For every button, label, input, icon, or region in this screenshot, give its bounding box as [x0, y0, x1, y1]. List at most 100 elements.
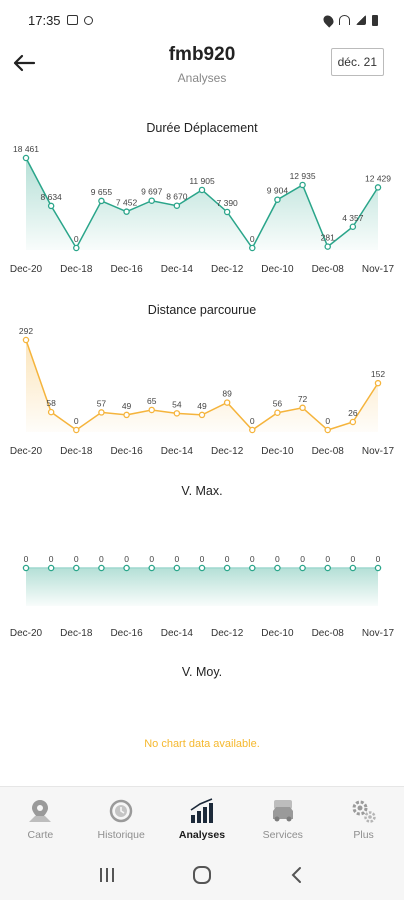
gears-icon — [349, 797, 379, 825]
chart-tick-label: Dec-08 — [312, 264, 345, 275]
chart-data-label: 7 390 — [217, 198, 239, 208]
chart-point[interactable] — [173, 410, 181, 417]
chart-point[interactable] — [123, 411, 130, 419]
chart-point[interactable] — [173, 202, 181, 209]
chart-tick-label: Dec-18 — [60, 264, 93, 275]
chart-data-label: 0 — [174, 554, 179, 564]
chart-point[interactable] — [73, 564, 80, 572]
chart-data-label: 12 429 — [365, 173, 391, 183]
chart-point[interactable] — [98, 409, 105, 416]
chart-data-label: 54 — [172, 399, 182, 409]
chart-point[interactable] — [148, 406, 155, 414]
chart-data-label: 49 — [122, 401, 132, 411]
chart-point[interactable] — [374, 564, 382, 572]
chart-point[interactable] — [148, 197, 155, 204]
chart-tick-label: Dec-14 — [161, 264, 194, 275]
chart-point[interactable] — [22, 154, 30, 162]
chart-point[interactable] — [324, 243, 331, 250]
chart-point[interactable] — [198, 411, 206, 419]
chart-point[interactable] — [22, 564, 30, 572]
chart-area — [26, 340, 378, 432]
chart-point[interactable] — [299, 181, 306, 189]
chart-data-label: 0 — [350, 554, 355, 564]
chart-point[interactable] — [324, 564, 331, 572]
signal-icon — [356, 15, 366, 25]
chart-point[interactable] — [47, 202, 55, 210]
nav-label-carte: Carte — [27, 829, 54, 841]
chart-data-label: 57 — [97, 398, 107, 408]
chart-point[interactable] — [173, 564, 181, 572]
nav-services[interactable]: Services — [242, 787, 323, 850]
nav-analyses[interactable]: Analyses — [162, 787, 243, 850]
chart-title-vmax: V. Max. — [181, 484, 223, 498]
date-select-button[interactable]: déc. 21 — [330, 48, 384, 76]
chart-title-distance: Distance parcourue — [147, 303, 257, 317]
chart-tick-label: Dec-12 — [211, 264, 244, 275]
chart-data-label: 0 — [300, 554, 305, 564]
chart-data-label: 0 — [250, 416, 255, 426]
chart-point[interactable] — [198, 564, 206, 572]
chart-point[interactable] — [47, 408, 55, 416]
notification-icon — [83, 15, 93, 25]
chart-point[interactable] — [73, 426, 80, 434]
chart-point[interactable] — [198, 186, 206, 194]
chart-point[interactable] — [249, 426, 256, 434]
nav-label-analyses: Analyses — [178, 829, 226, 841]
chart-data-label: 0 — [250, 234, 255, 244]
chart-point[interactable] — [98, 564, 105, 572]
recent-apps-button[interactable] — [92, 860, 122, 890]
chart-point[interactable] — [274, 409, 281, 416]
chart-data-label: 0 — [200, 554, 205, 564]
chart-data-label: 0 — [124, 554, 129, 564]
chart-point[interactable] — [349, 564, 357, 572]
chart-area — [26, 568, 378, 606]
nav-historique[interactable]: Historique — [81, 787, 162, 850]
nav-label-plus: Plus — [353, 829, 374, 841]
chart-point[interactable] — [299, 404, 306, 412]
nav-carte[interactable]: Carte — [0, 787, 81, 850]
chart-point[interactable] — [274, 196, 281, 203]
chart-point[interactable] — [324, 426, 331, 434]
chart-data-label: 58 — [46, 398, 56, 408]
chart-data-label: 152 — [371, 369, 385, 379]
system-back-button[interactable] — [282, 860, 312, 890]
chart-data-label: 9 655 — [91, 187, 113, 197]
analyses-content: Durée Déplacement 18 461 8 634 0 9 655 7 452… — [0, 94, 404, 786]
chart-data-label: 8 670 — [166, 192, 188, 202]
chart-point[interactable] — [123, 564, 130, 572]
chart-data-label: 0 — [275, 554, 280, 564]
chart-tick-label: Dec-18 — [60, 446, 93, 457]
chart-point[interactable] — [223, 208, 231, 216]
chart-point[interactable] — [73, 244, 80, 252]
chart-point[interactable] — [274, 564, 281, 572]
chart-tick-label: Dec-12 — [211, 628, 244, 639]
chart-point[interactable] — [123, 208, 130, 215]
chart-data-label: 0 — [250, 554, 255, 564]
chart-tick-label: Dec-08 — [312, 446, 345, 457]
chart-point[interactable] — [47, 564, 55, 572]
chart-vmax: 0 0 0 0 0 0 0 0 0 0 0 0 0 0 0 Dec-20 Dec-18 Dec-16 Dec-14 D… — [10, 554, 395, 639]
recent-apps-icon — [100, 868, 115, 882]
chart-tick-label: Dec-18 — [60, 628, 93, 639]
chart-data-label: 9 904 — [267, 186, 289, 196]
chart-tick-label: Dec-10 — [261, 446, 294, 457]
chart-point[interactable] — [98, 197, 105, 205]
chart-point[interactable] — [223, 399, 231, 406]
chart-point[interactable] — [22, 336, 30, 344]
chart-point[interactable] — [349, 223, 357, 231]
chart-point[interactable] — [374, 184, 382, 191]
chart-point[interactable] — [148, 564, 155, 572]
chart-point[interactable] — [249, 244, 256, 252]
chart-point[interactable] — [374, 379, 382, 387]
chart-data-label: 0 — [225, 554, 230, 564]
back-button[interactable] — [10, 48, 40, 78]
chart-point[interactable] — [249, 564, 256, 572]
home-button[interactable] — [187, 860, 217, 890]
chart-data-label: 9 697 — [141, 187, 163, 197]
chart-data-label: 11 905 — [189, 176, 215, 186]
nav-plus[interactable]: Plus — [323, 787, 404, 850]
chart-point[interactable] — [299, 564, 306, 572]
chart-point[interactable] — [349, 418, 357, 426]
chart-point[interactable] — [223, 564, 231, 572]
chart-data-label: 0 — [325, 416, 330, 426]
